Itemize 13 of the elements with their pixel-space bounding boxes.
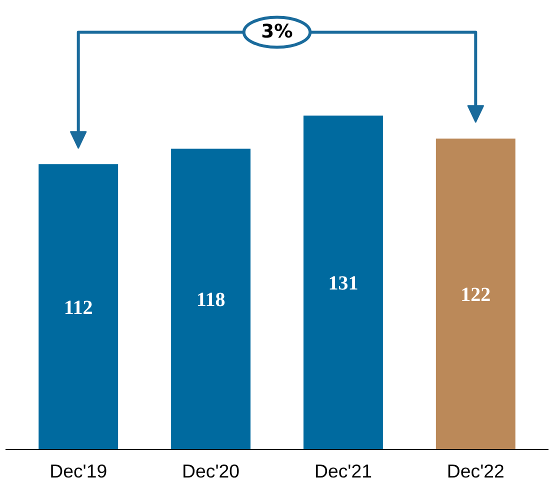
text: 3% xyxy=(261,22,294,43)
x-tick-label: Dec'20 xyxy=(182,460,240,482)
bar xyxy=(436,138,516,450)
data-label: 118 xyxy=(196,289,226,312)
bar xyxy=(171,148,251,450)
x-tick-label: Dec'22 xyxy=(446,460,504,482)
bar xyxy=(303,116,383,450)
bar xyxy=(38,164,118,450)
data-label: 112 xyxy=(64,296,93,319)
x-tick-label: Dec'21 xyxy=(314,460,372,482)
x-tick-label: Dec'19 xyxy=(50,460,108,482)
data-label: 122 xyxy=(460,284,491,306)
data-label: 131 xyxy=(328,272,358,295)
